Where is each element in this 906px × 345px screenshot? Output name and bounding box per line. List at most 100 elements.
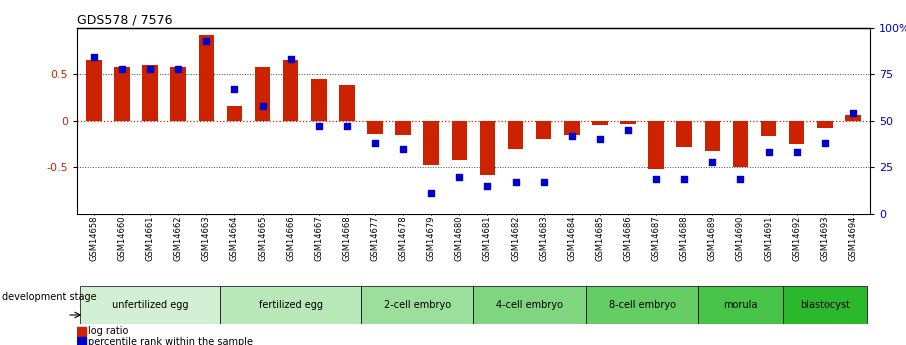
Bar — [77, 337, 86, 345]
Bar — [198, 35, 214, 121]
Text: blastocyst: blastocyst — [800, 300, 850, 310]
Bar — [255, 67, 270, 121]
Text: GSM14686: GSM14686 — [623, 215, 632, 261]
Text: GSM14681: GSM14681 — [483, 215, 492, 261]
Point — [564, 133, 579, 138]
Point — [480, 183, 495, 189]
Bar — [86, 60, 101, 121]
Bar — [699, 286, 783, 324]
Bar — [361, 286, 473, 324]
Text: GSM14691: GSM14691 — [764, 215, 773, 261]
Bar — [508, 121, 524, 149]
Bar — [395, 121, 410, 135]
Text: GSM14664: GSM14664 — [230, 215, 239, 261]
Point — [115, 66, 130, 71]
Point — [171, 66, 186, 71]
Text: GSM14689: GSM14689 — [708, 215, 717, 261]
Point — [705, 159, 719, 165]
Text: GSM14682: GSM14682 — [511, 215, 520, 261]
Text: development stage: development stage — [2, 293, 96, 302]
Point — [284, 57, 298, 62]
Bar — [220, 286, 361, 324]
Point — [424, 191, 439, 196]
Text: morula: morula — [723, 300, 757, 310]
Text: fertilized egg: fertilized egg — [258, 300, 323, 310]
Point — [255, 103, 270, 109]
Bar — [586, 286, 699, 324]
Text: GSM14665: GSM14665 — [258, 215, 267, 261]
Text: log ratio: log ratio — [89, 326, 129, 336]
Point — [817, 140, 832, 146]
Bar — [80, 286, 220, 324]
Text: GSM14666: GSM14666 — [286, 215, 295, 261]
Bar — [339, 85, 354, 121]
Bar — [817, 121, 833, 128]
Bar — [142, 65, 158, 121]
Bar — [451, 121, 467, 160]
Point — [340, 124, 354, 129]
Bar — [473, 286, 586, 324]
Text: GDS578 / 7576: GDS578 / 7576 — [77, 13, 172, 27]
Text: GSM14677: GSM14677 — [371, 215, 380, 261]
Bar — [677, 121, 692, 147]
Bar — [479, 121, 496, 175]
Bar — [226, 106, 242, 121]
Text: 8-cell embryo: 8-cell embryo — [609, 300, 676, 310]
Text: GSM14658: GSM14658 — [90, 215, 99, 261]
Bar — [649, 121, 664, 169]
Text: GSM14679: GSM14679 — [427, 215, 436, 261]
Text: GSM14663: GSM14663 — [202, 215, 211, 261]
Bar — [783, 286, 867, 324]
Point — [621, 127, 635, 133]
Text: GSM14660: GSM14660 — [118, 215, 127, 261]
Bar — [536, 121, 552, 139]
Text: GSM14688: GSM14688 — [680, 215, 689, 261]
Point — [649, 176, 663, 181]
Point — [536, 179, 551, 185]
Point — [845, 110, 860, 116]
Bar — [845, 115, 861, 121]
Text: 2-cell embryo: 2-cell embryo — [383, 300, 450, 310]
Point — [143, 66, 158, 71]
Point — [227, 86, 242, 92]
Text: GSM14693: GSM14693 — [820, 215, 829, 261]
Point — [199, 38, 214, 43]
Point — [368, 140, 382, 146]
Text: GSM14680: GSM14680 — [455, 215, 464, 261]
Bar — [423, 121, 439, 166]
Bar — [311, 79, 326, 121]
Bar — [367, 121, 382, 134]
Point — [508, 179, 523, 185]
Bar — [283, 60, 298, 121]
Point — [733, 176, 747, 181]
Text: GSM14661: GSM14661 — [146, 215, 155, 261]
Text: unfertilized egg: unfertilized egg — [111, 300, 188, 310]
Text: GSM14687: GSM14687 — [651, 215, 660, 261]
Text: GSM14683: GSM14683 — [539, 215, 548, 261]
Text: GSM14684: GSM14684 — [567, 215, 576, 261]
Bar — [705, 121, 720, 151]
Point — [593, 137, 607, 142]
Text: GSM14667: GSM14667 — [314, 215, 323, 261]
Point — [789, 150, 804, 155]
Text: GSM14668: GSM14668 — [342, 215, 352, 261]
Point — [677, 176, 691, 181]
Point — [87, 55, 101, 60]
Bar — [114, 67, 130, 121]
Text: GSM14694: GSM14694 — [848, 215, 857, 261]
Bar — [170, 67, 186, 121]
Text: 4-cell embryo: 4-cell embryo — [496, 300, 564, 310]
Text: GSM14662: GSM14662 — [174, 215, 183, 261]
Text: GSM14690: GSM14690 — [736, 215, 745, 261]
Bar — [77, 327, 86, 335]
Bar — [564, 121, 580, 135]
Bar — [761, 121, 776, 136]
Text: GSM14692: GSM14692 — [792, 215, 801, 261]
Bar — [593, 121, 608, 125]
Point — [452, 174, 467, 179]
Bar — [789, 121, 805, 144]
Text: GSM14678: GSM14678 — [399, 215, 408, 261]
Text: percentile rank within the sample: percentile rank within the sample — [89, 337, 254, 345]
Bar — [733, 121, 748, 167]
Bar — [621, 121, 636, 124]
